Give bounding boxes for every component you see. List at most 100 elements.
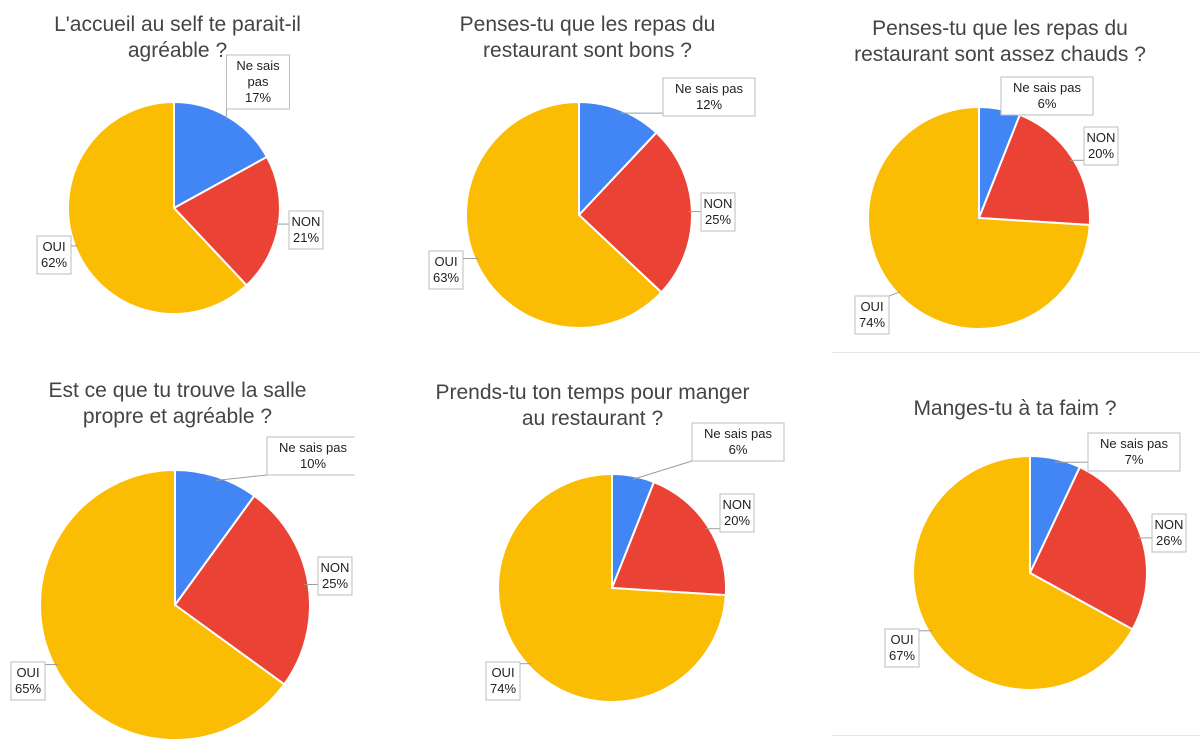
slice-percent: 6%: [729, 442, 748, 457]
divider-line: [832, 352, 1200, 353]
label-box: [10, 661, 46, 701]
label-box: [317, 556, 353, 596]
chart-title: Est ce que tu trouve la salle propre et …: [48, 379, 307, 428]
label-box: [226, 54, 290, 110]
slice-percent: 26%: [1156, 533, 1182, 548]
slice-name: NON: [292, 214, 321, 229]
pie-slice: [497, 472, 727, 703]
pie-slice: [977, 113, 1091, 227]
slice-name: OUI: [491, 665, 514, 680]
label-box: [485, 661, 521, 701]
pie-slice: [465, 100, 663, 329]
leader-line: [888, 291, 901, 297]
chart-panel-4: Est ce que tu trouve la salle propre et …: [0, 360, 355, 749]
label-box: [1000, 76, 1094, 116]
slice-name: Ne sais pas: [704, 426, 772, 441]
slice-name: OUI: [434, 254, 457, 269]
slice-name: OUI: [42, 239, 65, 254]
slice-percent: 25%: [322, 576, 348, 591]
label-box: [1087, 432, 1181, 472]
slice-name: pas: [248, 74, 269, 89]
label-box: [691, 422, 785, 462]
pie-slice: [578, 100, 658, 218]
label-box: [288, 210, 324, 250]
label-box: [428, 250, 464, 290]
pie-slice: [912, 454, 1134, 691]
slice-percent: 25%: [705, 212, 731, 227]
pie-slice: [610, 480, 727, 597]
chart-title: Manges-tu à ta faim ?: [913, 397, 1117, 420]
slice-percent: 7%: [1125, 452, 1144, 467]
pie-slice: [39, 468, 286, 741]
chart-panel-2: Penses-tu que les repas du restaurant so…: [395, 0, 780, 350]
pie-slice: [867, 105, 1091, 330]
slice-name: OUI: [890, 632, 913, 647]
slice-name: NON: [321, 560, 350, 575]
slice-percent: 67%: [889, 648, 915, 663]
label-box: [1151, 513, 1187, 553]
slice-percent: 74%: [490, 681, 516, 696]
slice-name: NON: [1087, 130, 1116, 145]
label-box: [266, 436, 355, 476]
slice-name: NON: [1155, 517, 1184, 532]
slice-name: Ne sais pas: [279, 440, 347, 455]
slice-name: OUI: [860, 299, 883, 314]
slice-percent: 74%: [859, 315, 885, 330]
slice-percent: 12%: [696, 97, 722, 112]
slice-name: Ne sais pas: [1013, 80, 1081, 95]
label-box: [662, 77, 756, 117]
label-box: [700, 192, 736, 232]
pie-slice: [173, 100, 269, 210]
label-box: [719, 493, 755, 533]
leader-line: [215, 474, 268, 481]
chart-panel-6: Manges-tu à ta faim ? Ne sais pas 7% NON 26…: [830, 360, 1200, 749]
slice-percent: 65%: [15, 681, 41, 696]
leader-line: [632, 460, 693, 480]
pie-slice: [173, 494, 311, 686]
chart-title: L'accueil au self te parait-il agréable …: [54, 13, 301, 62]
chart-title: Penses-tu que les repas du restaurant so…: [459, 13, 716, 62]
slice-name: NON: [723, 497, 752, 512]
slice-percent: 17%: [245, 90, 271, 105]
label-box: [1083, 126, 1119, 166]
chart-title: Prends-tu ton temps pour manger au resta…: [435, 381, 750, 430]
chart-title: Penses-tu que les repas du restaurant so…: [854, 17, 1146, 66]
slice-percent: 20%: [724, 513, 750, 528]
slice-percent: 20%: [1088, 146, 1114, 161]
slice-percent: 10%: [300, 456, 326, 471]
pie-slice: [174, 468, 256, 609]
pie-slice: [67, 100, 248, 315]
slice-name: Ne sais pas: [675, 81, 743, 96]
label-box: [36, 235, 72, 275]
slice-percent: 6%: [1038, 96, 1057, 111]
chart-panel-1: L'accueil au self te parait-il agréable …: [0, 0, 355, 350]
slice-name: OUI: [16, 665, 39, 680]
slice-name: Ne sais: [236, 58, 280, 73]
slice-name: Ne sais pas: [1100, 436, 1168, 451]
label-box: [884, 628, 920, 668]
chart-panel-5: Prends-tu ton temps pour manger au resta…: [395, 360, 790, 749]
slice-percent: 63%: [433, 270, 459, 285]
